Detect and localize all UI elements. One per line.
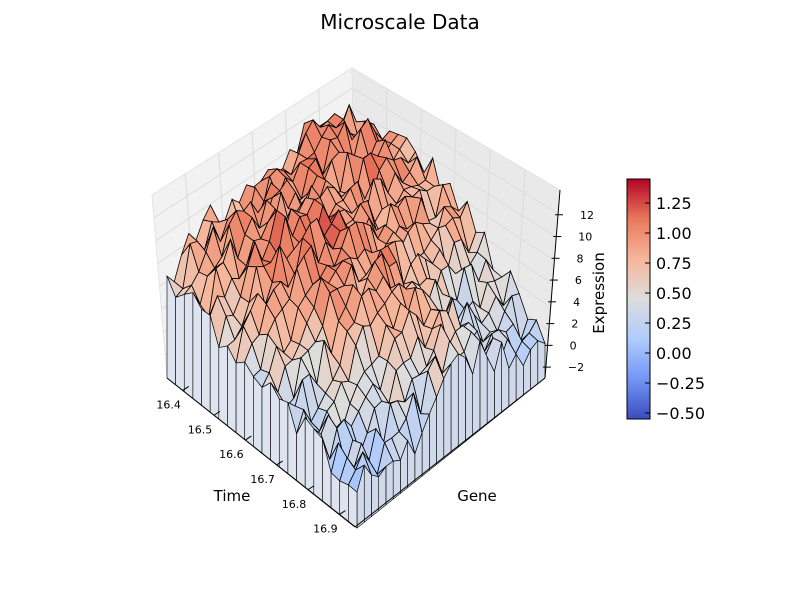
colorbar-ticks: 1.25 1.00 0.75 0.50 0.25 0.00 −0.25 −0.50 [645,194,705,423]
x-axis-label: Time [213,487,251,505]
colorbar [626,178,651,420]
surface-skirt [261,382,271,461]
z-tick-label: 0 [570,339,577,352]
colorbar-tick-label: 0.00 [656,344,692,363]
colorbar-tick-label: 1.25 [656,194,692,213]
surface-skirt [443,363,452,460]
x-tick-label: 16.8 [282,498,307,511]
surface-skirt [537,340,546,385]
z-axis-ticks: −2 0 2 4 6 8 10 12 [542,209,594,374]
colorbar-tick-label: 0.50 [656,284,692,303]
z-tick-label: −2 [568,361,584,374]
surface-skirt [479,341,488,431]
z-tick-label: 2 [571,318,578,331]
z-axis-line [544,189,561,379]
surface-skirt [304,416,315,495]
z-tick-label: 6 [575,274,582,287]
surface-skirt [218,345,228,427]
y-axis-line [354,377,546,528]
surface-skirt [348,484,358,529]
x-axis-ticks: 16.4 16.5 16.6 16.7 16.8 16.9 [156,386,346,536]
colorbar-tick-label: 0.75 [656,254,692,273]
z-tick-label: 8 [577,252,584,265]
chart-title: Microscale Data [320,10,479,34]
surface-skirt [313,427,323,502]
surface-skirt [392,459,401,500]
x-tick-mark [245,435,252,441]
x-tick-label: 16.5 [188,423,213,436]
z-tick-label: 4 [573,296,580,309]
surface-skirt [371,474,379,518]
x-tick-label: 16.6 [219,448,244,461]
x-tick-mark [213,410,221,416]
x-tick-mark [307,485,315,491]
x-axis-line [166,377,356,528]
x-tick-mark [339,510,346,515]
surface-skirt [363,464,372,523]
surface-skirt [253,375,263,454]
x-tick-mark [276,460,283,466]
colorbar-tick-label: −0.50 [656,404,705,423]
x-tick-label: 16.4 [156,398,181,411]
surface-skirt [201,308,211,413]
z-tick-label: 10 [578,231,592,244]
surface-skirt [244,360,254,447]
y-axis-label: Gene [457,487,497,505]
surface-skirt [183,292,194,400]
colorbar-tick-label: −0.25 [656,374,705,393]
surface-skirt [457,353,466,448]
colorbar-tick-label: 1.00 [656,224,692,243]
x-tick-mark [182,386,189,391]
surface-mesh [166,103,546,529]
surface-skirt [450,353,459,454]
surface-skirt [192,292,202,406]
surface-skirt [235,361,246,440]
colorbar-gradient [626,178,651,420]
z-tick-label: 12 [580,209,594,222]
colorbar-tick-label: 0.25 [656,314,692,333]
surface-skirt [339,480,349,522]
x-tick-label: 16.7 [250,473,275,486]
surface-skirt [175,294,185,393]
x-tick-label: 16.9 [313,523,338,536]
z-axis-label: Expression [590,252,608,333]
axis-frame [166,189,561,528]
